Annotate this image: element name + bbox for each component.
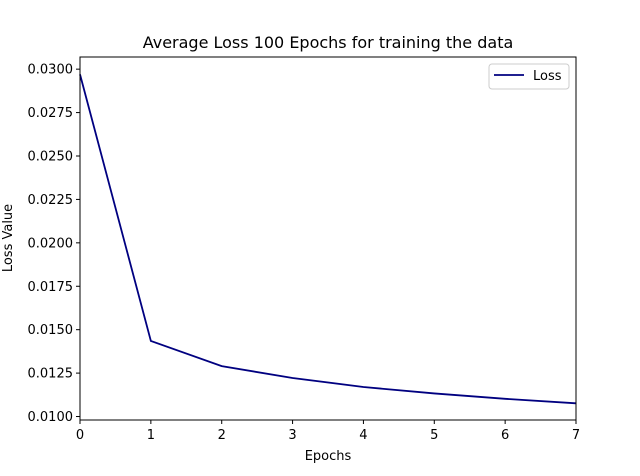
x-tick-label: 6 <box>501 428 509 443</box>
y-tick-label: 0.0175 <box>28 280 74 295</box>
x-tick-label: 4 <box>359 428 367 443</box>
x-tick-label: 5 <box>430 428 438 443</box>
x-tick-label: 7 <box>572 428 580 443</box>
legend-box <box>488 63 570 90</box>
x-tick-label: 3 <box>288 428 296 443</box>
series-line-loss <box>79 74 577 405</box>
y-tick-label: 0.0300 <box>28 63 74 78</box>
x-axis-label: Epochs <box>305 449 352 464</box>
y-axis-label: Loss Value <box>1 204 16 272</box>
y-tick-label: 0.0150 <box>28 323 74 338</box>
x-tick-label: 1 <box>147 428 155 443</box>
y-tick-label: 0.0100 <box>28 410 74 425</box>
x-tick-label: 2 <box>218 428 226 443</box>
y-tick-label: 0.0275 <box>28 106 74 121</box>
y-tick-label: 0.0125 <box>28 367 74 382</box>
chart-title: Average Loss 100 Epochs for training the… <box>143 33 514 52</box>
x-axis-ticks: 0 1 2 3 4 5 6 7 <box>76 420 580 443</box>
y-tick-label: 0.0200 <box>28 236 74 251</box>
legend-label-loss: Loss <box>533 69 562 84</box>
plot-area-frame <box>79 56 577 421</box>
x-tick-label: 0 <box>76 428 84 443</box>
y-tick-label: 0.0225 <box>28 193 74 208</box>
legend: Loss <box>488 63 570 90</box>
y-axis-ticks: 0.0100 0.0125 0.0150 0.0175 0.0200 0.0225 0.02… <box>28 63 80 425</box>
y-tick-label: 0.0250 <box>28 150 74 165</box>
